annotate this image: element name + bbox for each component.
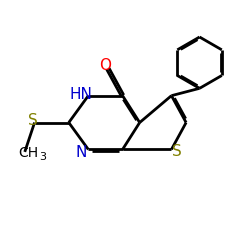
Text: CH: CH bbox=[18, 146, 38, 160]
Text: S: S bbox=[28, 113, 38, 128]
Text: HN: HN bbox=[69, 87, 92, 102]
Text: 3: 3 bbox=[39, 152, 46, 162]
Text: O: O bbox=[99, 58, 111, 73]
Text: S: S bbox=[172, 144, 182, 159]
Text: N: N bbox=[76, 145, 87, 160]
